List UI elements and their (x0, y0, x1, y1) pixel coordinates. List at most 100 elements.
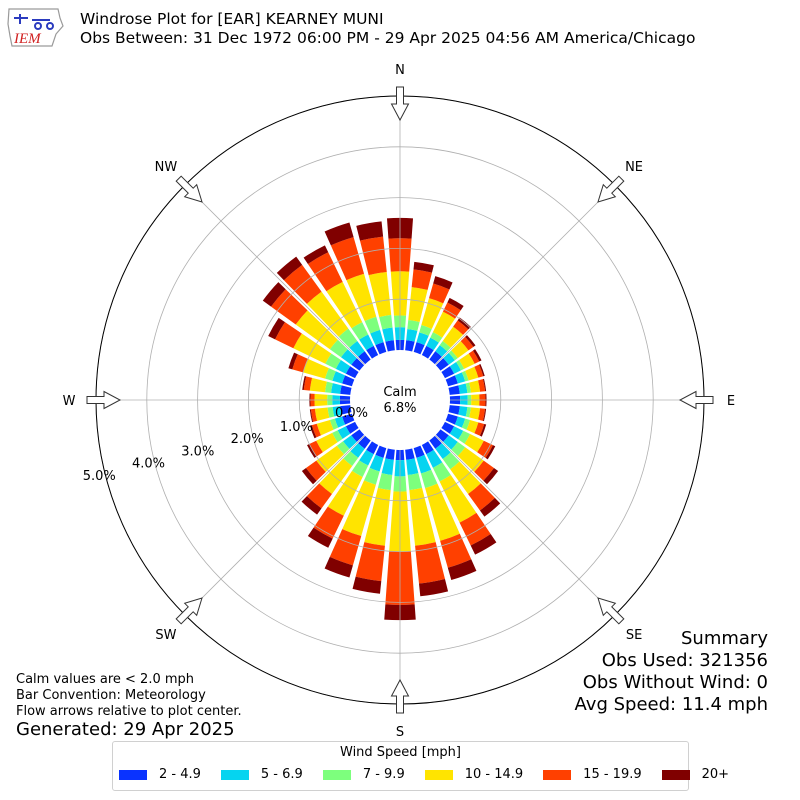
bar-segment-10-bin5 (411, 269, 432, 290)
bar-segment-210-bin4 (327, 470, 363, 516)
bar-segment-30-bin5 (442, 302, 461, 319)
bar-segment-30-bin4 (432, 311, 456, 338)
legend-swatch-4 (424, 769, 453, 780)
bar-segment-60-bin4 (459, 353, 475, 369)
summary-avg-speed: Avg Speed: 11.4 mph (574, 694, 768, 715)
bar-segment-250-bin5 (311, 423, 321, 438)
legend-label-3: 7 - 9.9 (362, 767, 405, 782)
flow-arrow-n-icon (390, 86, 410, 122)
bar-segment-150-bin6 (470, 533, 497, 555)
bar-segment-330-bin1 (366, 345, 379, 359)
radial-tick-label-3: 3.0% (181, 444, 214, 459)
flow-arrow-nw-icon (175, 175, 203, 203)
bar-segment-170-bin6 (418, 579, 449, 597)
bar-segment-160-bin1 (413, 445, 425, 458)
bar-segment-120-bin2 (449, 426, 464, 440)
bar-segment-350-bin1 (385, 340, 395, 352)
labels-layer: N NE E SE S SW W NW 0.0% 1.0% 2.0% 3.0% 4.0% 5.0% (63, 63, 736, 740)
bar-segment-350-bin4 (368, 271, 392, 318)
bar-segment-110-bin5 (474, 422, 485, 436)
bar-segment-290-bin3 (325, 368, 336, 381)
bar-segment-170-bin5 (415, 542, 445, 584)
radial-tick-label-0: 0.0% (335, 406, 368, 421)
bar-segment-30-bin1 (421, 345, 434, 359)
bar-segment-150-bin1 (421, 441, 434, 455)
bar-segment-280-bin4 (309, 377, 327, 393)
compass-label-sw: SW (155, 628, 176, 643)
bar-segment-240-bin3 (332, 430, 343, 443)
bar-segment-50-bin6 (465, 335, 476, 347)
bar-segment-140-bin6 (479, 497, 501, 517)
bar-segment-140-bin5 (468, 483, 495, 511)
bar-segment-130-bin5 (474, 460, 494, 481)
bar-segment-10-bin6 (413, 261, 434, 273)
bar-segment-100-bin6 (482, 408, 487, 422)
legend-swatch-6 (661, 769, 690, 780)
bar-segment-230-bin5 (306, 460, 326, 481)
bar-segment-350-bin3 (379, 314, 393, 330)
bar-segment-220-bin6 (301, 496, 322, 515)
bar-segment-210-bin3 (352, 460, 369, 477)
bar-segment-330-bin3 (351, 322, 369, 340)
spoke-sw (184, 435, 365, 616)
bar-segment-210-bin6 (307, 527, 333, 548)
legend: Wind Speed [mph] 2 - 4.9 5 - 6.9 7 - 9.9 10… (112, 741, 729, 791)
title-line-station: Windrose Plot for [EAR] KEARNEY MUNI (80, 10, 384, 28)
bar-segment-210-bin2 (359, 449, 374, 466)
bar-segment-130-bin2 (443, 435, 458, 450)
bar-segment-320-bin6 (276, 256, 303, 281)
radial-tick-label-1: 1.0% (280, 420, 313, 435)
bar-segment-200-bin3 (364, 467, 380, 485)
compass-label-se: SE (626, 628, 642, 643)
bar-segment-150-bin5 (459, 512, 491, 546)
bar-segment-70-bin6 (479, 364, 485, 377)
summary-obs-used: Obs Used: 321356 (601, 650, 768, 671)
bar-segment-50-bin2 (443, 352, 455, 365)
bar-segment-330-bin6 (303, 245, 329, 264)
iowa-outline-icon (7, 8, 64, 47)
bar-segment-80-bin1 (448, 385, 460, 395)
bar-segment-160-bin4 (425, 483, 460, 541)
bar-segment-40-bin6 (457, 317, 471, 330)
bar-segment-100-bin5 (478, 408, 486, 421)
bar-segment-340-bin3 (364, 316, 381, 334)
bar-segment-150-bin2 (426, 449, 443, 468)
bar-segment-50-bin5 (460, 336, 474, 351)
bar-segment-100-bin4 (469, 407, 481, 420)
bar-segment-260-bin5 (310, 408, 318, 422)
bar-segment-220-bin2 (350, 443, 365, 458)
bar-segment-160-bin2 (416, 454, 432, 474)
bar-segment-310-bin5 (271, 289, 308, 325)
bar-segment-320-bin3 (338, 328, 358, 348)
bar-segment-190-bin2 (381, 458, 394, 476)
legend-title: Wind Speed [mph] (340, 745, 461, 760)
bar-segment-220-bin5 (306, 483, 332, 509)
calm-label: Calm (383, 385, 416, 400)
bar-segment-70-bin5 (474, 364, 484, 378)
spoke-nw (184, 184, 365, 365)
bar-segment-330-bin5 (307, 252, 343, 292)
bar-segment-70-bin1 (445, 375, 458, 387)
bar-segment-310-bin3 (329, 339, 348, 358)
bar-segment-120-bin6 (485, 445, 496, 460)
bar-segment-110-bin4 (466, 419, 479, 434)
bar-segment-40-bin3 (439, 340, 451, 352)
bar-segment-70-bin4 (465, 366, 479, 381)
bar-segment-130-bin4 (457, 447, 484, 472)
bar-segment-110-bin1 (445, 413, 458, 425)
bar-segment-60-bin5 (468, 350, 480, 364)
compass-label-n: N (395, 63, 405, 78)
bar-segment-50-bin1 (435, 358, 449, 371)
bar-segment-200-bin2 (369, 454, 384, 472)
flow-arrow-e-icon (678, 390, 714, 410)
bar-segment-100-bin1 (448, 405, 460, 415)
arrows-layer (86, 86, 714, 714)
bar-segment-80-bin4 (469, 380, 481, 393)
bar-segment-60-bin3 (456, 360, 465, 371)
bar-segment-80-bin3 (465, 382, 471, 394)
calm-value: 6.8% (383, 401, 416, 416)
bar-segment-300-bin2 (335, 360, 351, 374)
legend-label-2: 5 - 6.9 (260, 767, 303, 782)
bar-segment-300-bin4 (293, 333, 332, 364)
bar-segment-190-bin3 (377, 473, 393, 491)
